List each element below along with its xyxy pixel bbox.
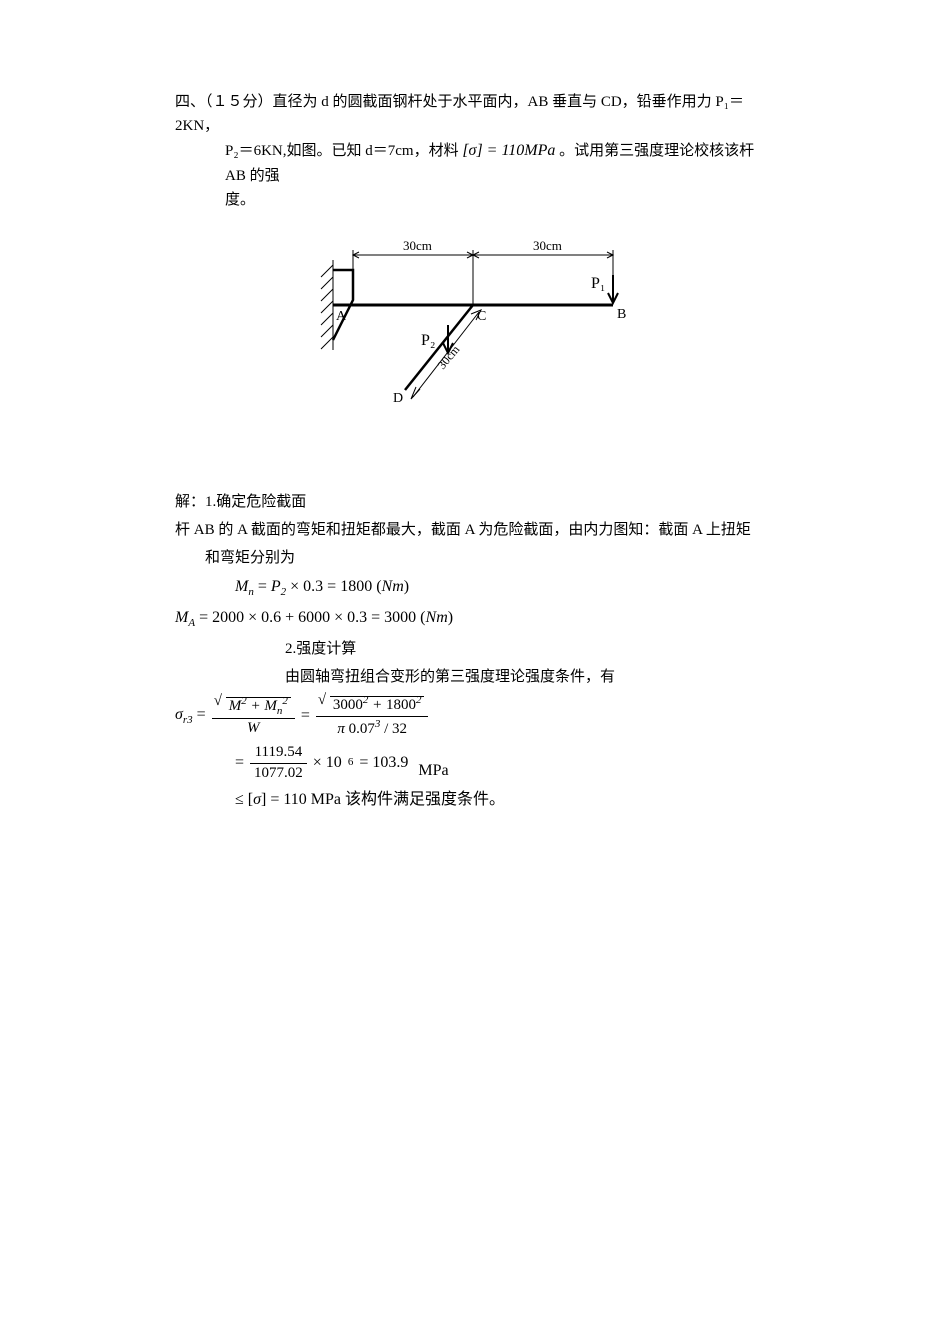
unit-mpa: MPa [418,758,448,784]
sigma-allowable: [σ] = 110MPa [462,142,555,159]
dim-right-label: 30cm [533,238,562,253]
eq-ma: MA = 2000 × 0.6 + 6000 × 0.3 = 3000 (Nm) [175,605,770,633]
label-p2: P₂ [421,332,435,349]
frac-2: 30002 + 18002 π 0.073 / 32 [316,693,429,739]
sol-line-2: 杆 AB 的 A 截面的弯矩和扭矩都最大，截面 A 为危险截面，由内力图知：截面… [175,518,770,542]
label-d: D [393,391,403,406]
final-text: MPa 该构件满足强度条件。 [311,791,505,808]
diagram-container: 30cm 30cm P₁ P₂ 30cm A B C D [175,230,770,430]
label-b: B [617,307,626,322]
force-p1 [608,275,618,303]
dim-top [353,250,613,305]
eq-final: ≤ [σ] = 110 MPa 该构件满足强度条件。 [175,787,770,813]
fixed-support [321,260,333,350]
problem-line-2: P₂＝6KN,如图。已知 d＝7cm，材料 [σ] = 110MPa 。试用第三… [175,138,770,188]
label-p1: P₁ [591,275,605,292]
beam-diagram: 30cm 30cm P₁ P₂ 30cm A B C D [293,230,653,430]
eq-mn: Mn = P2 × 0.3 = 1800 (Nm) [175,574,770,602]
problem-line-2a: P₂＝6KN,如图。已知 d＝7cm，材料 [225,143,459,159]
label-c: C [477,309,486,324]
sol-line-4: 2.强度计算 [175,637,770,661]
eq-sigma-r3-line2: = 1119.54 1077.02 × 106 = 103.9 MPa [175,743,770,783]
sol-line-1: 解：1.确定危险截面 [175,490,770,514]
dim-left-label: 30cm [403,238,432,253]
sol-line-3: 和弯矩分别为 [175,546,770,570]
frac-1: M2 + Mn2 W [212,694,295,739]
solution-block: 解：1.确定危险截面 杆 AB 的 A 截面的弯矩和扭矩都最大，截面 A 为危险… [175,490,770,813]
sol-line-5: 由圆轴弯扭组合变形的第三强度理论强度条件，有 [175,665,770,689]
frac-3: 1119.54 1077.02 [250,743,307,783]
problem-statement: 四、（１５分）直径为 d 的圆截面钢杆处于水平面内，AB 垂直与 CD，铅垂作用… [175,90,770,212]
arm-cd [405,305,473,390]
problem-line-3: 度。 [175,188,770,212]
label-a: A [336,309,347,324]
eq-sigma-r3-line1: σr3 = M2 + Mn2 W = 30002 + 18002 π 0.073… [175,693,770,739]
problem-line-1: 四、（１５分）直径为 d 的圆截面钢杆处于水平面内，AB 垂直与 CD，铅垂作用… [175,90,770,138]
